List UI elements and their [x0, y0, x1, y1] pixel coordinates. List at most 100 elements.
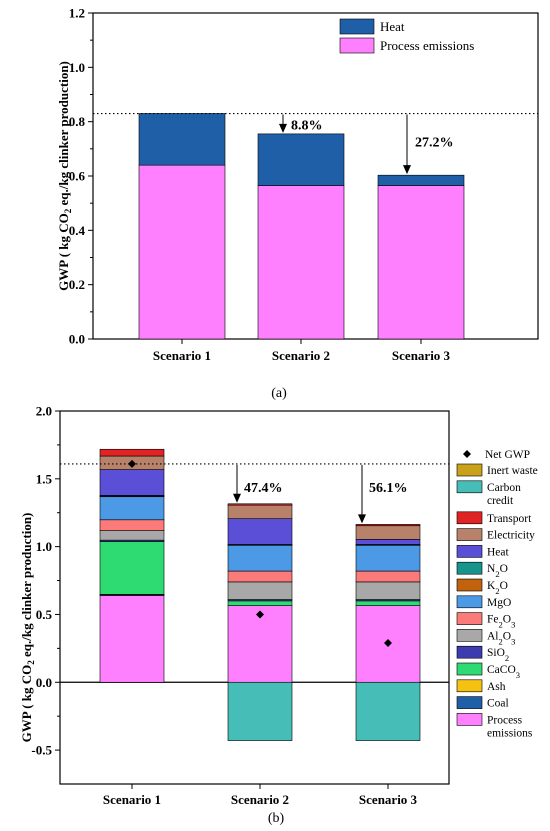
bar-segment [99, 448, 165, 457]
annotation-label: 27.2% [415, 136, 454, 151]
legend-swatch [456, 578, 483, 592]
annotation-label: 8.8% [291, 119, 323, 134]
legend-label: Process emissions [380, 38, 474, 53]
y-axis-label: GWP ( kg CO2 eq./kg clinker production) [56, 61, 73, 291]
legend-swatch [456, 662, 483, 676]
bar-segment [99, 541, 165, 595]
y-tick-label: 1.0 [36, 539, 52, 554]
bar-segment [227, 504, 293, 519]
x-tick-label: Scenario 2 [272, 348, 330, 363]
bar-segment [355, 570, 421, 583]
legend-label-cont: emissions [487, 727, 533, 739]
legend-swatch [456, 480, 483, 494]
legend-swatch [456, 612, 483, 625]
caption-b: (b) [268, 811, 285, 826]
arrow-head [279, 123, 287, 133]
bar-segment [355, 681, 421, 741]
legend-label: Heat [487, 546, 510, 558]
net-gwp-marker [384, 638, 392, 647]
legend-swatch [456, 595, 483, 609]
plot-frame [59, 410, 450, 785]
legend-swatch [456, 561, 483, 575]
y-tick-label: 0.4 [69, 223, 86, 238]
bar-segment [138, 113, 226, 166]
y-tick-label: 0.0 [69, 332, 85, 347]
bar-segment [355, 544, 421, 572]
bar-segment [355, 525, 421, 540]
legend-label: Fe2O3 [487, 614, 515, 630]
y-tick-label: 1.2 [69, 6, 85, 21]
legend-label: Electricity [487, 530, 535, 542]
bar-segment [377, 174, 465, 186]
y-tick-label: 1.0 [69, 60, 85, 75]
y-tick-label: 2.0 [36, 404, 52, 419]
bar-segment [355, 600, 421, 606]
bar-segment [377, 185, 465, 340]
bar-segment [99, 496, 165, 521]
caption-a: (a) [271, 386, 287, 401]
legend-swatch [456, 463, 483, 477]
legend-label: Inert waste [487, 465, 538, 477]
legend-swatch [456, 511, 483, 525]
arrow-head [358, 514, 366, 524]
legend-swatch [456, 679, 483, 693]
legend-label: SiO2 [487, 647, 509, 663]
bar-segment [99, 595, 165, 683]
y-tick-label: 0.6 [69, 169, 86, 184]
bar-segment [355, 524, 421, 527]
y-tick-label: 0.5 [36, 607, 53, 622]
legend-label-cont: credit [487, 495, 514, 507]
chart-a: 0.0 0.2 0.4 0.6 0.8 1.0 1.2 Scenario 1 Scenario … [56, 6, 539, 401]
x-tick-label: Scenario 2 [231, 792, 289, 807]
legend-swatch [456, 696, 483, 709]
legend-label: CaCO3 [487, 664, 520, 680]
y-tick-label: -0.5 [31, 743, 52, 758]
bar-segment [355, 581, 421, 600]
bar-segment [355, 539, 421, 545]
legend-swatch [456, 645, 483, 659]
bar-segment [227, 581, 293, 600]
arrow-head [403, 165, 411, 175]
bar-segment [227, 544, 293, 572]
legend-label: Heat [380, 19, 405, 34]
legend-label: Process [487, 714, 523, 726]
bar-segment [227, 518, 293, 545]
legend-label: MgO [487, 597, 511, 609]
bar-segment [257, 133, 345, 186]
legend-label: Al2O3 [487, 630, 515, 646]
x-tick-label: Scenario 3 [359, 792, 418, 807]
bar-segment [99, 469, 165, 496]
legend-label: Carbon [487, 482, 521, 494]
legend-swatch [456, 713, 483, 726]
legend-swatch [339, 37, 375, 54]
y-axis-label: GWP ( kg CO2 eq./kg clinker production) [19, 513, 36, 743]
bar-segment [257, 185, 345, 340]
bar-segment [227, 570, 293, 583]
legend-swatch [456, 528, 483, 541]
legend-label: N2O [487, 563, 508, 579]
legend-label: Transport [487, 513, 532, 525]
legend-label: Coal [487, 698, 509, 710]
legend-label: K2O [487, 580, 508, 596]
x-tick-label: Scenario 1 [153, 348, 211, 363]
x-tick-label: Scenario 1 [103, 792, 161, 807]
legend-swatch [456, 545, 483, 558]
bar-segment [227, 600, 293, 606]
bar-segment [138, 164, 226, 340]
legend-marker [463, 450, 471, 458]
annotation-label: 47.4% [244, 481, 283, 496]
legend-label: Net GWP [485, 449, 530, 461]
bar-segment [99, 519, 165, 531]
y-tick-label: 0.2 [69, 277, 85, 292]
net-gwp-marker [256, 610, 264, 619]
bar-segment [227, 503, 293, 506]
y-tick-label: 1.5 [36, 471, 53, 486]
bar-segment [99, 530, 165, 541]
arrow-head [233, 493, 241, 503]
legend-label: Ash [487, 681, 506, 693]
y-tick-label: 0.8 [69, 114, 86, 129]
chart-b: -0.5 0.0 0.5 1.0 1.5 2.0 Scenario 1 Scenario 2 S… [19, 404, 538, 827]
bar-segment [227, 681, 293, 741]
annotation-label: 56.1% [369, 481, 408, 496]
